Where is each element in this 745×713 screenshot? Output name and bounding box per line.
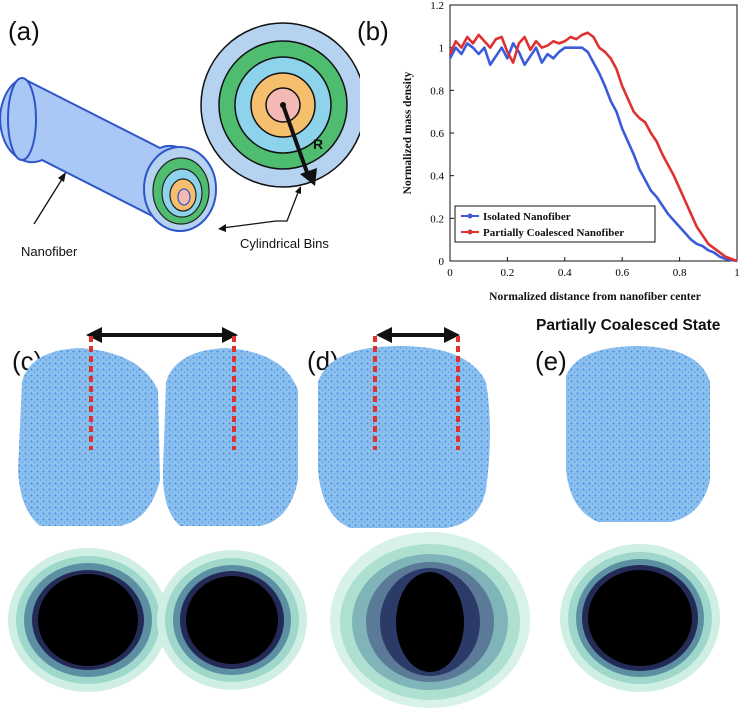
particle-cloud-d [318, 346, 490, 528]
particle-cloud-c-right [162, 348, 298, 526]
y-axis-label: Normalized mass density [402, 71, 414, 194]
bins-pointer-left [221, 220, 277, 229]
chart-legend: Isolated Nanofiber Partially Coalesced N… [454, 205, 656, 243]
x-tick-label: 0.8 [673, 267, 687, 279]
legend-label-isolated: Isolated Nanofiber [483, 211, 571, 223]
y-tick-label: 1.2 [430, 0, 444, 12]
particle-cloud-e [566, 346, 710, 522]
x-axis-label: Normalized distance from nanofiber cente… [489, 291, 701, 303]
section-title: Partially Coalesced State [536, 317, 721, 334]
separation-arrow-d [373, 327, 460, 450]
y-tick-label: 1 [439, 43, 445, 55]
nanofiber-diagram [0, 22, 360, 232]
legend-label-coalesced: Partially Coalesced Nanofiber [483, 227, 624, 239]
y-tick-label: 0.2 [430, 213, 444, 225]
x-tick-label: 0.2 [501, 267, 515, 279]
panel-label-a: (a) [8, 16, 40, 46]
y-tick-label: 0.6 [430, 128, 444, 140]
series-line-0 [448, 42, 738, 263]
simulation-snapshots [8, 327, 720, 708]
nanofiber-pointer [33, 175, 65, 225]
y-tick-label: 0.4 [430, 171, 444, 183]
separation-arrow-c [86, 327, 238, 450]
density-map-e [560, 544, 720, 692]
bins-pointer-right [276, 189, 300, 222]
cylindrical-bins-label: Cylindrical Bins [240, 236, 329, 251]
cylinder-end-rings [143, 146, 217, 232]
density-map-c-right [157, 550, 307, 690]
y-tick-label: 0.8 [430, 85, 444, 97]
density-map-c-left [8, 548, 168, 692]
y-tick-label: 0 [439, 256, 445, 268]
x-tick-label: 0.4 [558, 267, 572, 279]
radius-arrow-head [300, 168, 317, 186]
series-line-1 [448, 31, 738, 263]
x-tick-label: 0 [447, 267, 453, 279]
radius-label: R [313, 136, 324, 152]
x-tick-label: 1 [734, 267, 740, 279]
mass-density-chart: 0 0.2 0.4 0.6 0.8 1 0 0.2 0.4 0.6 0.8 1 1.2 Isolated… [402, 0, 740, 303]
x-tick-label: 0.6 [615, 267, 629, 279]
density-map-d [330, 532, 530, 708]
nanofiber-label: Nanofiber [21, 244, 78, 259]
radius-arrow [281, 104, 311, 179]
panel-label-b: (b) [357, 16, 389, 46]
panel-label-e: (e) [535, 346, 567, 376]
cylinder-back-cap [7, 77, 37, 161]
